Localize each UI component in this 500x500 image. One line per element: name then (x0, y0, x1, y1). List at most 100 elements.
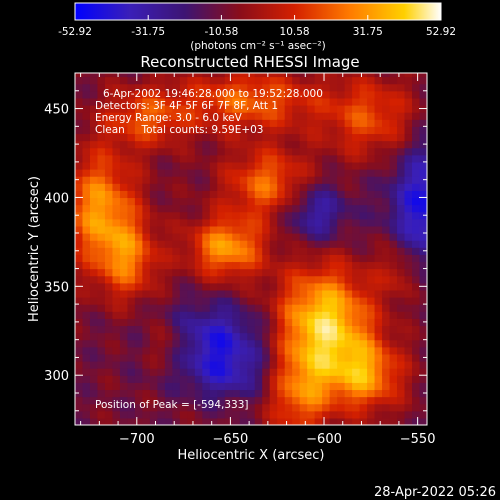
heatmap-cell (359, 289, 368, 298)
heatmap-cell (314, 105, 323, 113)
heatmap-cell (157, 233, 166, 241)
heatmap-cell (164, 261, 173, 270)
heatmap-cell (299, 403, 308, 412)
heatmap-cell (292, 218, 301, 227)
observation-info: 6-Apr-2002 19:46:28.000 to 19:52:28.000 … (95, 88, 323, 411)
heatmap-cell (134, 389, 143, 398)
heatmap-cell (329, 417, 338, 425)
heatmap-cell (239, 417, 248, 425)
heatmap-cell (359, 204, 368, 213)
heatmap-cell (104, 211, 114, 220)
heatmap-cell (254, 339, 263, 348)
heatmap-cell (82, 154, 91, 163)
heatmap-cell (75, 112, 84, 120)
heatmap-cell (82, 396, 91, 405)
heatmap-cell (104, 389, 114, 398)
heatmap-cell (382, 97, 391, 106)
heatmap-cell (157, 346, 166, 355)
heatmap-cell (397, 225, 406, 234)
heatmap-cell (202, 389, 211, 398)
heatmap-cell (82, 375, 91, 383)
heatmap-cell (119, 147, 129, 156)
heatmap-cell (412, 382, 421, 391)
heatmap-cell (254, 403, 263, 412)
heatmap-cell (232, 403, 241, 412)
heatmap-cell (329, 133, 338, 142)
heatmap-cell (359, 268, 368, 277)
heatmap-cell (329, 318, 338, 327)
heatmap-cell (284, 375, 293, 383)
heatmap-cell (134, 183, 143, 191)
heatmap-cell (164, 410, 173, 419)
heatmap-cell (389, 346, 398, 355)
heatmap-cell (322, 119, 331, 127)
heatmap-cell (359, 225, 368, 234)
heatmap-cell (367, 225, 376, 234)
heatmap-cell (142, 289, 151, 298)
heatmap-cell (337, 346, 346, 355)
heatmap-cell (179, 183, 188, 191)
heatmap-cell (157, 254, 166, 263)
heatmap-cell (187, 361, 196, 369)
heatmap-cell (397, 332, 406, 341)
heatmap-cell (224, 332, 233, 341)
heatmap-cell (179, 382, 188, 391)
heatmap-cell (284, 332, 293, 341)
heatmap-cell (404, 247, 413, 255)
heatmap-cell (89, 154, 99, 163)
heatmap-cell (382, 382, 391, 391)
heatmap-cell (119, 289, 129, 298)
heatmap-cell (269, 190, 278, 199)
heatmap-cell (397, 211, 406, 220)
heatmap-cell (269, 297, 278, 305)
heatmap-cell (149, 261, 158, 270)
heatmap-cell (97, 311, 106, 319)
heatmap-cell (179, 240, 188, 248)
heatmap-cell (314, 254, 323, 263)
heatmap-cell (82, 240, 91, 248)
heatmap-cell (194, 368, 203, 376)
heatmap-cell (89, 97, 99, 106)
heatmap-cell (239, 346, 248, 355)
heatmap-cell (82, 119, 91, 127)
heatmap-cell (269, 225, 278, 234)
heatmap-cell (352, 332, 361, 341)
heatmap-cell (247, 282, 256, 291)
heatmap-cell (314, 403, 323, 412)
heatmap-cell (194, 73, 203, 78)
heatmap-cell (134, 332, 143, 341)
heatmap-cell (314, 368, 323, 376)
heatmap-cell (89, 204, 99, 213)
heatmap-cell (209, 211, 218, 220)
heatmap-cell (314, 396, 323, 405)
heatmap-cell (337, 169, 346, 177)
heatmap-cell (389, 204, 398, 213)
heatmap-cell (344, 254, 353, 263)
heatmap-cell (187, 417, 196, 425)
heatmap-cell (367, 133, 376, 142)
heatmap-cell (337, 368, 346, 376)
heatmap-cell (299, 410, 308, 419)
heatmap-cell (187, 73, 196, 78)
heatmap-cell (382, 289, 391, 298)
heatmap-cell (232, 112, 241, 120)
heatmap-cell (97, 105, 106, 113)
heatmap-cell (419, 197, 427, 206)
heatmap-cell (374, 396, 383, 405)
heatmap-cell (172, 346, 181, 355)
heatmap-cell (202, 332, 211, 341)
heatmap-cell (209, 297, 218, 305)
heatmap-cell (419, 233, 427, 241)
heatmap-cell (344, 176, 353, 184)
heatmap-cell (419, 133, 427, 142)
heatmap-cell (314, 154, 323, 163)
heatmap-cell (202, 311, 211, 319)
heatmap-cell (119, 169, 129, 177)
heatmap-cell (337, 311, 346, 319)
heatmap-cell (217, 161, 226, 170)
heatmap-cell (97, 240, 106, 248)
heatmap-cell (307, 233, 316, 241)
heatmap-cell (142, 382, 151, 391)
heatmap-cell (412, 218, 421, 227)
heatmap-cell (277, 240, 286, 248)
